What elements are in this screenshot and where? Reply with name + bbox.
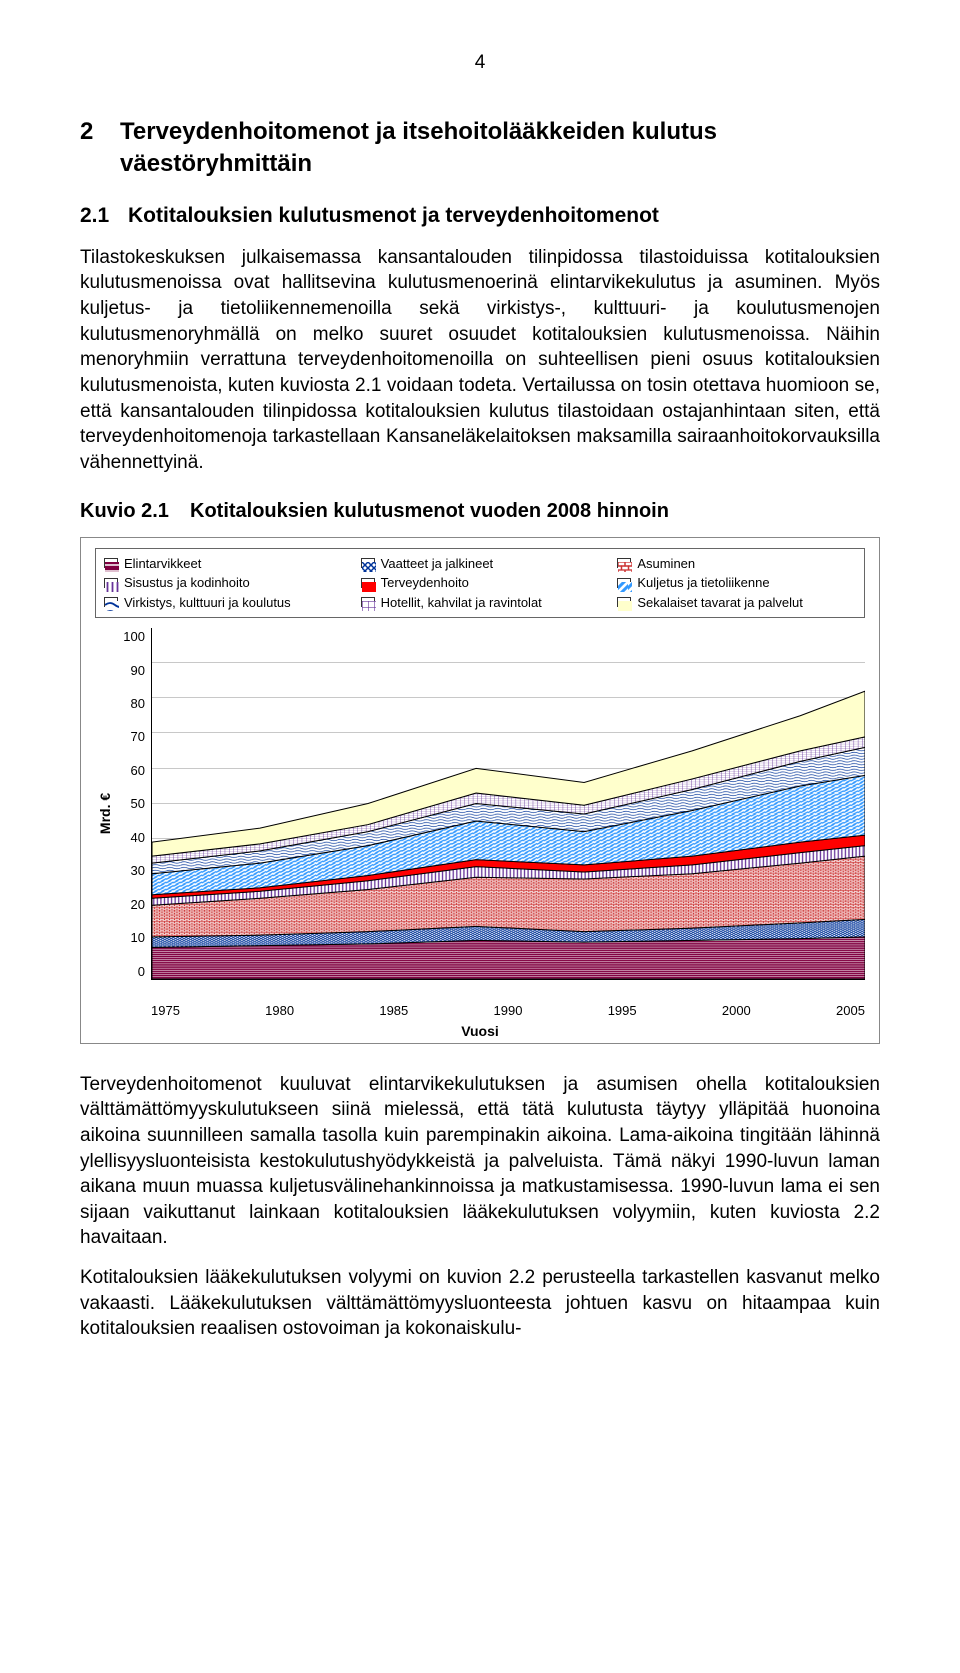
legend-swatch [361,558,375,568]
legend-item: Sisustus ja kodinhoito [104,574,343,592]
x-axis-ticks: 1975 1980 1985 1990 1995 2000 2005 [95,998,865,1020]
x-tick: 1990 [494,1002,523,1020]
y-tick: 0 [138,963,145,981]
x-tick: 1980 [265,1002,294,1020]
figure-title: Kotitalouksien kulutusmenot vuoden 2008 … [190,498,880,525]
y-axis-label: Mrd. € [95,628,117,998]
legend-item: Sekalaiset tavarat ja palvelut [617,594,856,612]
legend-item: Terveydenhoito [361,574,600,592]
legend-label: Elintarvikkeet [124,555,201,573]
legend-swatch [104,578,118,588]
chart-plot [151,628,865,980]
subsection-heading: 2.1 Kotitalouksien kulutusmenot ja terve… [80,202,880,230]
y-tick: 90 [131,662,145,680]
legend-label: Sisustus ja kodinhoito [124,574,250,592]
chart-series [152,628,865,979]
legend-swatch [617,578,631,588]
y-tick: 40 [131,829,145,847]
y-tick: 80 [131,695,145,713]
legend-label: Terveydenhoito [381,574,469,592]
legend-label: Sekalaiset tavarat ja palvelut [637,594,802,612]
x-tick: 1975 [151,1002,180,1020]
y-tick: 100 [123,628,145,646]
figure-label: Kuvio 2.1 [80,498,190,525]
section-heading: 2 Terveydenhoitomenot ja itsehoitolääkke… [80,116,880,181]
y-tick: 30 [131,862,145,880]
y-tick: 60 [131,762,145,780]
y-tick: 50 [131,795,145,813]
body-paragraph: Terveydenhoitomenot kuuluvat elintarvike… [80,1072,880,1251]
legend-swatch [104,597,118,607]
section-number: 2 [80,116,120,181]
subsection-title: Kotitalouksien kulutusmenot ja terveyden… [128,202,880,230]
y-tick: 10 [131,929,145,947]
legend-item: Asuminen [617,555,856,573]
x-tick: 1995 [608,1002,637,1020]
page-number: 4 [80,50,880,76]
y-axis-ticks: 1009080706050403020100 [117,628,151,998]
legend-label: Virkistys, kulttuuri ja koulutus [124,594,291,612]
legend-swatch [617,597,631,607]
legend-item: Hotellit, kahvilat ja ravintolat [361,594,600,612]
chart-area: Mrd. € 1009080706050403020100 [95,628,865,998]
y-tick: 20 [131,896,145,914]
legend-item: Vaatteet ja jalkineet [361,555,600,573]
x-tick: 2005 [836,1002,865,1020]
legend-swatch [617,558,631,568]
legend-swatch [104,558,118,568]
legend-swatch [361,578,375,588]
legend-label: Hotellit, kahvilat ja ravintolat [381,594,542,612]
body-paragraph: Tilastokeskuksen julkaisemassa kansantal… [80,245,880,476]
legend-label: Kuljetus ja tietoliikenne [637,574,769,592]
legend-swatch [361,597,375,607]
x-tick: 2000 [722,1002,751,1020]
figure-caption: Kuvio 2.1 Kotitalouksien kulutusmenot vu… [80,498,880,525]
section-title: Terveydenhoitomenot ja itsehoitolääkkeid… [120,116,880,181]
legend-item: Elintarvikkeet [104,555,343,573]
x-tick: 1985 [379,1002,408,1020]
legend-item: Kuljetus ja tietoliikenne [617,574,856,592]
y-tick: 70 [131,728,145,746]
legend-label: Asuminen [637,555,695,573]
x-axis-label: Vuosi [95,1022,865,1041]
legend-item: Virkistys, kulttuuri ja koulutus [104,594,343,612]
legend-label: Vaatteet ja jalkineet [381,555,494,573]
chart-container: Elintarvikkeet Vaatteet ja jalkineet Asumi… [80,537,880,1044]
chart-legend: Elintarvikkeet Vaatteet ja jalkineet Asumi… [95,548,865,619]
subsection-number: 2.1 [80,202,128,230]
body-paragraph: Kotitalouksien lääkekulutuksen volyymi o… [80,1265,880,1342]
